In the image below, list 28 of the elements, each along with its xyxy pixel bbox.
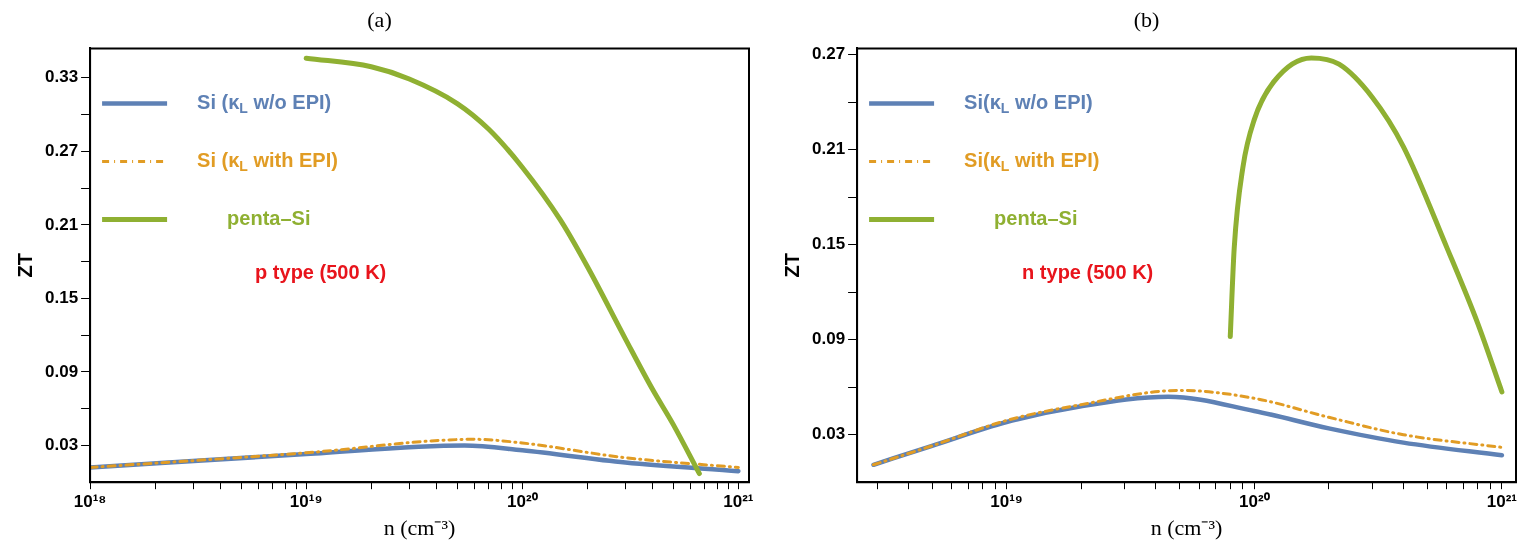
annotation: p type (500 K) <box>255 260 387 283</box>
x-axis-title: n (cm⁻³) <box>383 514 456 540</box>
x-tick-label: 10²⁰ <box>506 492 538 512</box>
y-tick-label: 0.27 <box>44 141 79 161</box>
x-tick-label: 10¹⁹ <box>990 492 1023 512</box>
y-tick-label: 0.27 <box>811 44 846 64</box>
y-tick-label: 0.33 <box>44 67 79 87</box>
y-tick-label: 0.15 <box>811 234 846 254</box>
y-axis-title: ZT <box>780 253 803 278</box>
y-tick-label: 0.09 <box>811 329 846 349</box>
x-tick-label: 10¹⁹ <box>289 492 323 512</box>
y-tick-label: 0.03 <box>44 435 79 455</box>
chart-title: (b) <box>1133 6 1160 32</box>
y-tick-label: 0.21 <box>44 214 79 234</box>
text: penta–Si <box>994 206 1078 229</box>
x-tick-label: 10²¹ <box>723 492 754 512</box>
y-tick-label: 0.09 <box>44 361 79 381</box>
annotation: n type (500 K) <box>1022 260 1154 283</box>
x-axis-title: n (cm⁻³) <box>1150 514 1223 540</box>
x-tick-label: 10²¹ <box>1486 492 1518 512</box>
text: penta–Si <box>227 206 311 229</box>
x-tick-label: 10²⁰ <box>1238 492 1270 512</box>
y-tick-label: 0.03 <box>811 424 846 444</box>
y-tick-label: 0.21 <box>811 139 846 159</box>
y-axis-title: ZT <box>13 253 36 278</box>
chart-title: (a) <box>367 6 392 32</box>
x-tick-label: 10¹⁸ <box>73 492 107 512</box>
y-tick-label: 0.15 <box>44 288 79 308</box>
